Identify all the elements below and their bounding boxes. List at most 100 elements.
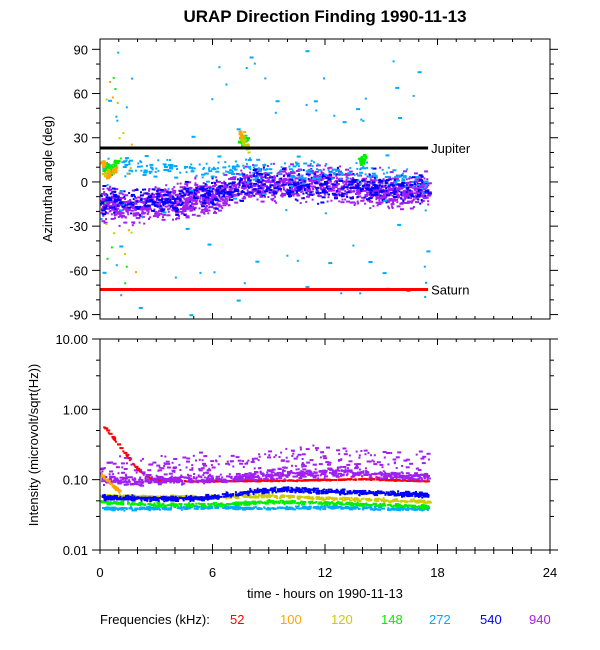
intensity-point [370, 506, 373, 509]
azimuth-point [409, 183, 414, 186]
intensity-point [258, 502, 261, 505]
azimuth-point [196, 191, 201, 194]
azimuth-point [229, 185, 232, 188]
azimuth-point [351, 179, 356, 182]
intensity-point [417, 500, 422, 503]
azimuth-point [405, 184, 408, 187]
intensity-point [139, 503, 143, 506]
azimuth-point [196, 197, 199, 200]
azimuth-point [108, 210, 111, 213]
azimuth-point [360, 199, 365, 202]
azimuth-point [405, 178, 408, 181]
azimuth-point [262, 179, 265, 182]
azimuth-point [298, 173, 300, 176]
intensity-point [324, 498, 326, 501]
intensity-point [316, 491, 319, 493]
azimuth-point [264, 77, 267, 80]
intensity-point [356, 499, 359, 502]
intensity-point [202, 503, 204, 506]
intensity-point [301, 501, 306, 504]
azimuth-point [401, 181, 406, 184]
azimuth-point [156, 197, 159, 200]
azimuth-point [288, 165, 291, 168]
azimuth-point [205, 205, 208, 207]
azimuth-point [189, 207, 194, 210]
azimuth-point [168, 200, 171, 203]
azimuth-point [365, 198, 370, 201]
azimuth-point [217, 209, 222, 212]
azimuth-point [198, 200, 201, 202]
azimuth-point [205, 200, 208, 203]
azimuth-point [421, 175, 424, 178]
azimuth-point [203, 199, 206, 202]
azimuth-point [291, 193, 296, 195]
intensity-point [276, 490, 281, 493]
intensity-point [202, 497, 207, 499]
azimuth-point [244, 193, 247, 196]
azimuth-point [174, 276, 177, 279]
azimuth-point [102, 185, 107, 187]
azimuth-point [247, 186, 250, 189]
azimuth-point [241, 138, 244, 140]
azimuth-point [216, 202, 219, 205]
azimuth-point [325, 163, 328, 165]
azimuth-point [336, 181, 338, 184]
azimuth-point [264, 190, 268, 193]
intensity-point [113, 495, 118, 497]
azimuth-point [269, 185, 272, 188]
azimuth-point [100, 195, 103, 198]
intensity-point [318, 496, 321, 499]
azimuth-point [275, 201, 278, 204]
azimuth-point [214, 207, 219, 210]
intensity-point [341, 498, 344, 501]
azimuth-point [245, 67, 248, 69]
azimuth-point [198, 163, 201, 166]
azimuth-point [104, 192, 107, 195]
azimuth-point [108, 173, 112, 175]
azimuth-point [368, 174, 371, 177]
azimuth-point [390, 182, 395, 184]
intensity-point [185, 495, 188, 498]
azimuth-point [107, 168, 111, 171]
azimuth-point [285, 172, 288, 175]
azimuth-point [357, 179, 360, 182]
azimuth-point [183, 186, 186, 188]
azimuth-point [282, 170, 287, 173]
intensity-point [143, 499, 148, 502]
intensity-point [279, 495, 282, 498]
intensity-point [327, 505, 332, 508]
azimuth-point [345, 168, 349, 171]
azimuth-point [232, 165, 235, 168]
azimuth-point [226, 170, 229, 173]
azimuth-point [139, 200, 142, 203]
intensity-point [257, 494, 260, 497]
intensity-point [160, 503, 165, 506]
azimuth-point [106, 194, 109, 197]
intensity-point [425, 501, 430, 504]
azimuth-point [106, 257, 109, 260]
intensity-point [332, 490, 335, 493]
intensity-point [318, 502, 322, 505]
azimuth-point [137, 162, 140, 165]
azimuth-point [214, 191, 217, 194]
azimuth-point [136, 200, 139, 203]
azimuth-point [362, 189, 367, 192]
azimuth-point [124, 216, 127, 219]
intensity-point [156, 508, 159, 511]
intensity-point [187, 504, 190, 507]
azimuth-point [282, 194, 286, 197]
intensity-point [388, 493, 391, 496]
intensity-point [323, 504, 326, 507]
azimuth-point [124, 164, 129, 166]
azimuth-point [326, 187, 329, 190]
azimuth-point [297, 188, 302, 191]
azimuth-point [410, 186, 413, 189]
azimuth-point [100, 199, 104, 202]
intensity-point [171, 495, 174, 498]
azimuth-point [123, 253, 126, 255]
azimuth-point [235, 190, 240, 192]
intensity-point [119, 495, 122, 498]
azimuth-point [189, 204, 192, 207]
intensity-point [365, 498, 368, 501]
azimuth-point [228, 178, 233, 180]
